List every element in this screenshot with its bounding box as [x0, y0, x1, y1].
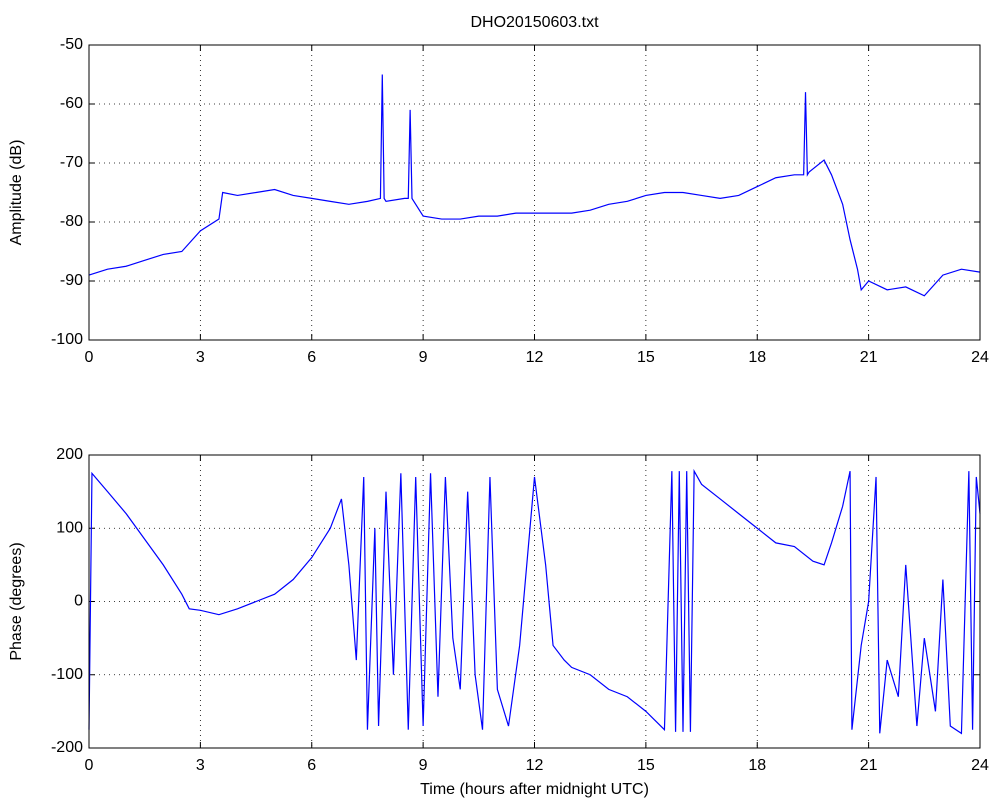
- y-tick-label: -50: [60, 36, 83, 53]
- x-tick-label: 24: [971, 349, 989, 366]
- x-tick-label: 0: [85, 349, 94, 366]
- x-tick-label: 12: [526, 757, 544, 774]
- x-tick-label: 21: [860, 349, 878, 366]
- x-tick-label: 6: [307, 349, 316, 366]
- y-tick-label: -200: [51, 739, 83, 756]
- y-tick-label: -60: [60, 95, 83, 112]
- x-tick-label: 18: [748, 757, 766, 774]
- x-tick-label: 9: [419, 349, 428, 366]
- y-axis-label: Amplitude (dB): [8, 140, 25, 246]
- x-tick-label: 9: [419, 757, 428, 774]
- x-tick-label: 3: [196, 349, 205, 366]
- y-tick-label: 200: [56, 446, 83, 463]
- x-axis-label: Time (hours after midnight UTC): [420, 781, 649, 798]
- x-tick-label: 6: [307, 757, 316, 774]
- y-tick-label: 100: [56, 519, 83, 536]
- y-tick-label: -100: [51, 666, 83, 683]
- y-axis-label: Phase (degrees): [8, 542, 25, 660]
- x-tick-label: 24: [971, 757, 989, 774]
- x-tick-label: 15: [637, 349, 655, 366]
- y-tick-label: -100: [51, 331, 83, 348]
- x-tick-label: 12: [526, 349, 544, 366]
- y-tick-label: -70: [60, 154, 83, 171]
- y-tick-label: -90: [60, 272, 83, 289]
- x-tick-label: 21: [860, 757, 878, 774]
- x-tick-label: 0: [85, 757, 94, 774]
- data-line: [88, 74, 981, 297]
- y-tick-label: 0: [74, 593, 83, 610]
- chart-title: DHO20150603.txt: [470, 14, 599, 31]
- axes-frame: [88, 454, 981, 749]
- axes-frame: [88, 44, 981, 341]
- x-tick-label: 15: [637, 757, 655, 774]
- x-tick-label: 18: [748, 349, 766, 366]
- y-tick-label: -80: [60, 213, 83, 230]
- x-tick-label: 3: [196, 757, 205, 774]
- data-line: [88, 468, 981, 735]
